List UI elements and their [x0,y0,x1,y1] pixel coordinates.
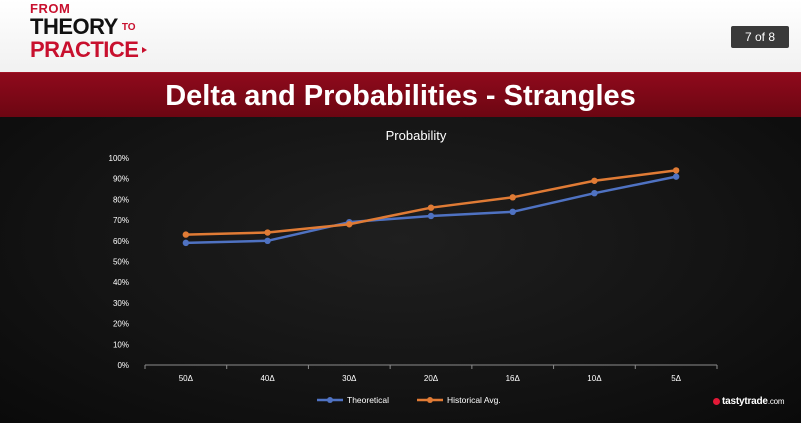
logo-line: THEORY TO [30,16,147,38]
data-point-series-1 [509,208,516,216]
legend-label: Historical Avg. [447,395,501,405]
data-point-series-1 [672,173,680,180]
series-line-2 [185,169,677,236]
y-tick-label: 80% [113,195,129,204]
legend-marker [327,397,333,403]
data-point-series-2 [672,167,680,174]
chart-title: Probability [386,128,447,143]
cherry-logo-icon [713,398,720,405]
y-tick-label: 10% [113,340,129,349]
x-tick-label: 40Δ [260,374,275,383]
y-tick-label: 50% [113,258,129,267]
y-tick-label: 70% [113,216,129,225]
watermark-suffix: .com [767,397,785,406]
x-tick-label: 30Δ [342,374,357,383]
y-tick-label: 40% [113,278,129,287]
x-tick-label: 50Δ [179,374,194,383]
probability-chart: Probability 0% 10% 20% 30% 40% 50% 60% 70% 80% 90%… [109,128,718,405]
data-point-series-1 [264,237,271,244]
logo-to-text: TO [121,22,136,33]
y-tick-label: 0% [117,361,129,370]
logo-arrow-icon [142,47,148,53]
title-bar: Delta and Probabilities - Strangles [0,72,801,117]
y-tick-label: 60% [113,237,129,246]
page-counter: 7 of 8 [731,26,789,48]
data-point-series-1 [591,189,598,197]
data-point-series-2 [182,231,190,238]
y-tick-label: 100% [109,154,129,163]
legend-label: Theoretical [347,395,389,405]
logo-practice-text: PRACTICE [30,37,139,62]
y-tick-label: 90% [113,175,129,184]
legend-marker [427,397,433,403]
logo: FROM THEORY TO PRACTICE [30,1,148,62]
data-point-series-2 [509,194,516,201]
data-point-series-1 [182,239,190,247]
y-tick-label: 20% [113,320,129,329]
data-point-series-1 [427,212,435,220]
logo-from-text: FROM [30,1,71,16]
watermark-brand: tastytrade [722,396,768,407]
logo-theory-text: THEORY [30,14,118,39]
tastytrade-watermark: tastytrade.com [713,396,785,407]
x-tick-label: 20Δ [424,374,439,383]
y-tick-label: 30% [113,299,129,308]
chart-area: Probability 0% 10% 20% 30% 40% 50% 60% 70% 80% 90%… [0,117,801,423]
header: FROM THEORY TO PRACTICE 7 of 8 [0,0,801,72]
x-tick-label: 10Δ [587,374,602,383]
x-tick-label: 5Δ [671,374,681,383]
x-tick-label: 16Δ [506,374,521,383]
data-point-series-2 [264,229,271,236]
slide-title: Delta and Probabilities - Strangles [165,80,636,112]
data-point-series-2 [427,204,435,211]
data-point-series-2 [591,177,598,184]
data-point-series-2 [346,221,353,228]
